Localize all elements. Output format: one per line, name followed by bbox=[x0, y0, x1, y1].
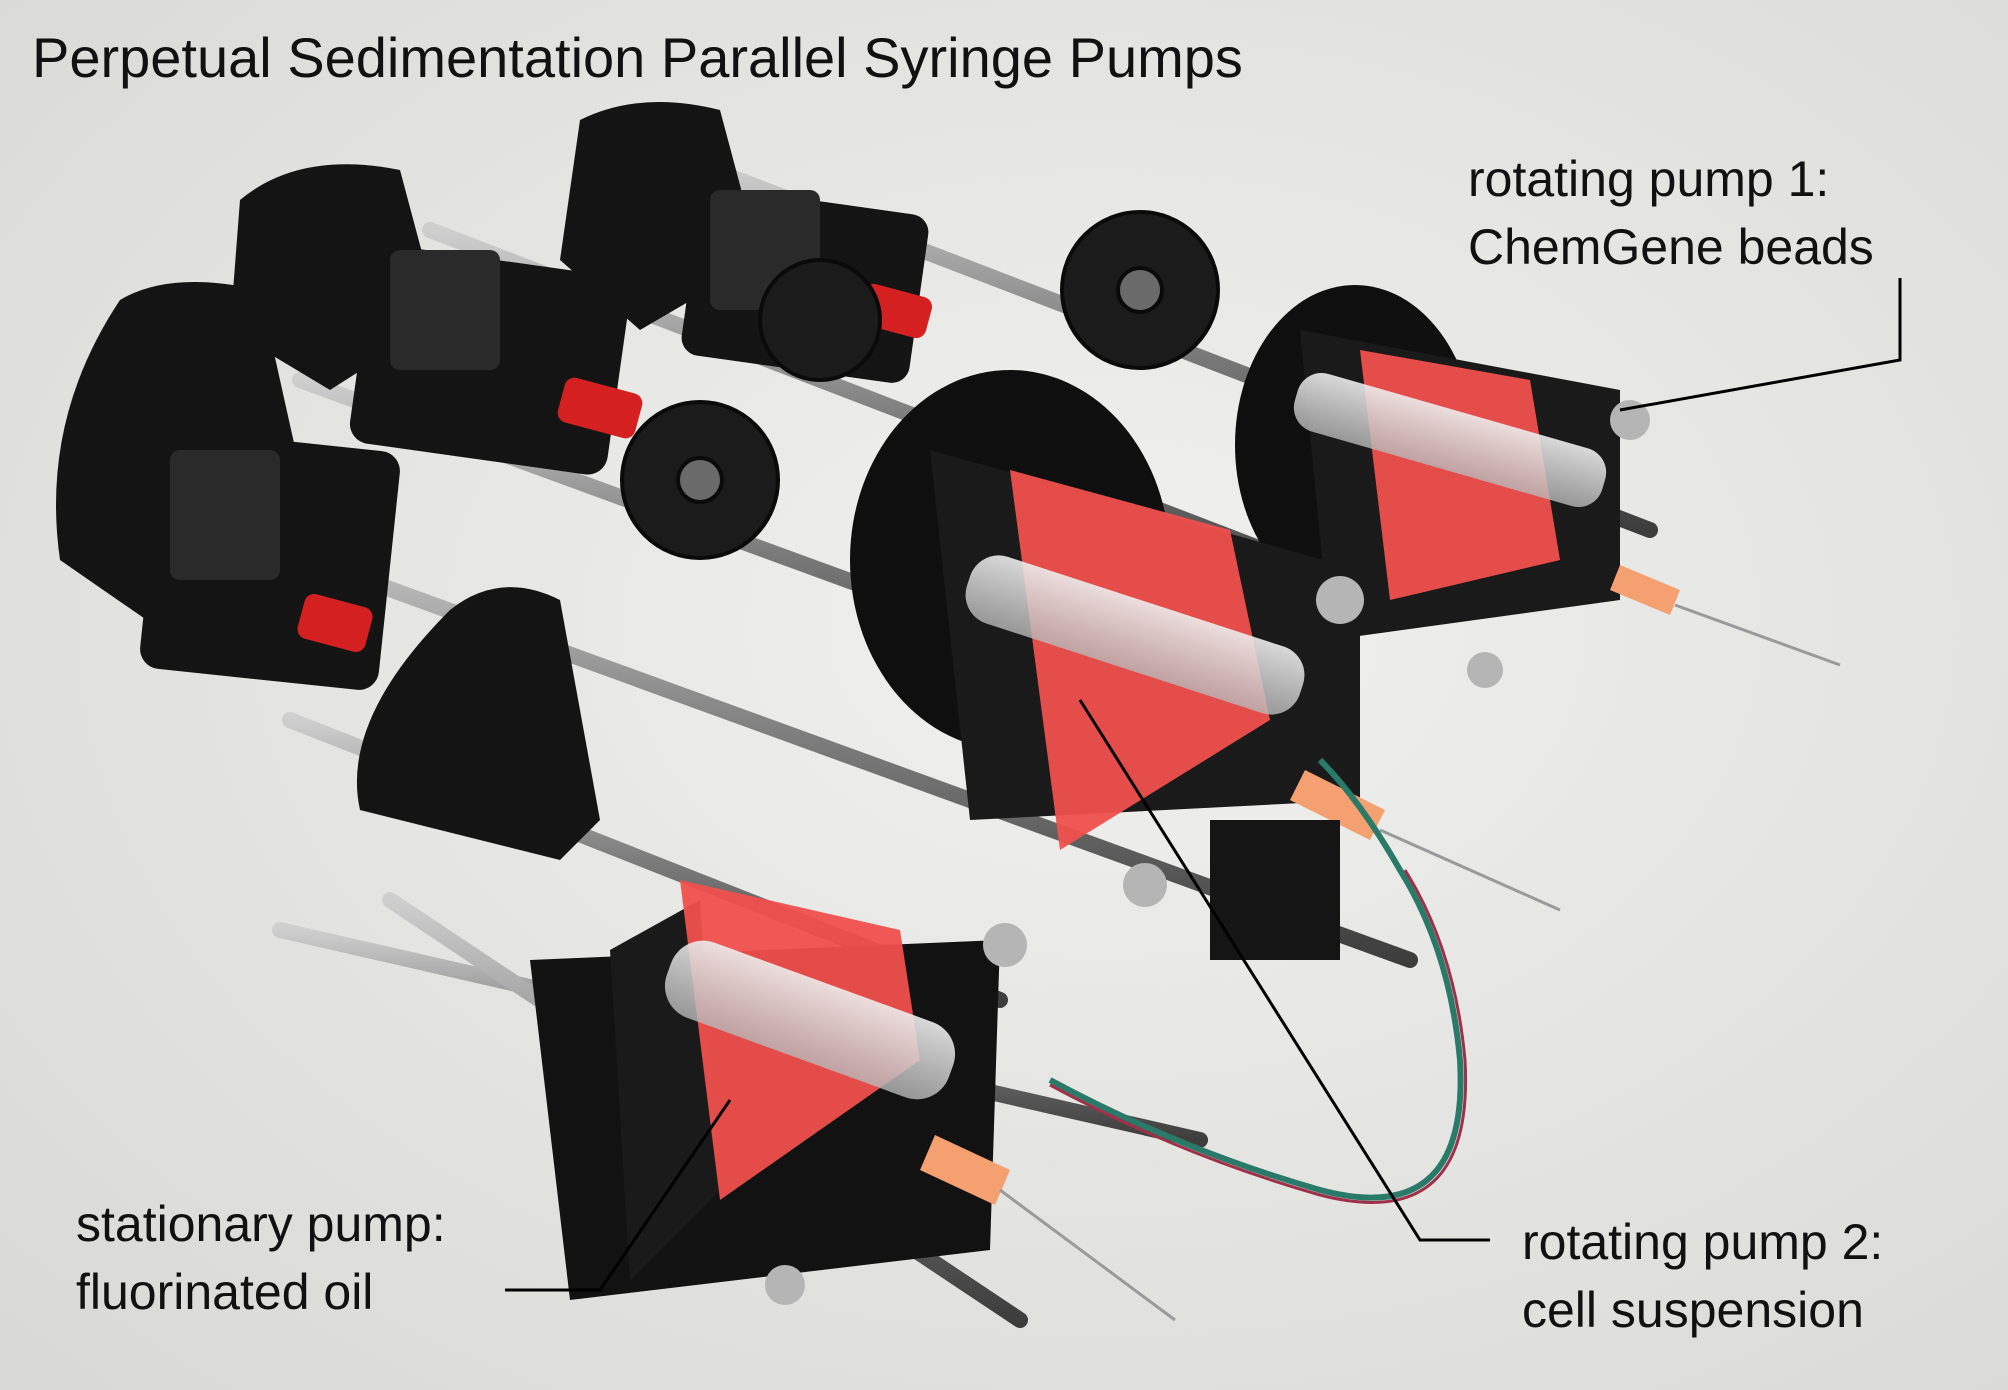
stationary-pump bbox=[530, 880, 1176, 1322]
label-rotating-pump-1: rotating pump 1: ChemGene beads bbox=[1468, 145, 1874, 281]
callout-line-pump-2 bbox=[1078, 699, 1490, 1242]
rotating-pump-2 bbox=[850, 370, 1561, 960]
middle-frame bbox=[356, 587, 600, 860]
label-rotating-pump-1-line-1: rotating pump 1: bbox=[1468, 151, 1830, 207]
label-stationary-pump-line-1: stationary pump: bbox=[76, 1196, 446, 1252]
callout-line-stationary bbox=[505, 1099, 732, 1292]
motor-cable bbox=[1048, 757, 1464, 1201]
rotating-pump-1 bbox=[1235, 285, 1841, 688]
figure-title: Perpetual Sedimentation Parallel Syringe… bbox=[32, 26, 1243, 89]
callout-lines bbox=[505, 278, 1902, 1292]
gears bbox=[620, 210, 1220, 560]
label-rotating-pump-1-line-2: ChemGene beads bbox=[1468, 219, 1874, 275]
label-rotating-pump-2-line-2: cell suspension bbox=[1522, 1282, 1864, 1338]
label-stationary-pump: stationary pump: fluorinated oil bbox=[76, 1190, 446, 1326]
label-rotating-pump-2-line-1: rotating pump 2: bbox=[1522, 1214, 1884, 1270]
label-stationary-pump-line-2: fluorinated oil bbox=[76, 1264, 374, 1320]
callout-line-pump-1 bbox=[1619, 278, 1902, 412]
label-rotating-pump-2: rotating pump 2: cell suspension bbox=[1522, 1208, 1883, 1344]
motor-cable-red bbox=[1049, 869, 1468, 1204]
